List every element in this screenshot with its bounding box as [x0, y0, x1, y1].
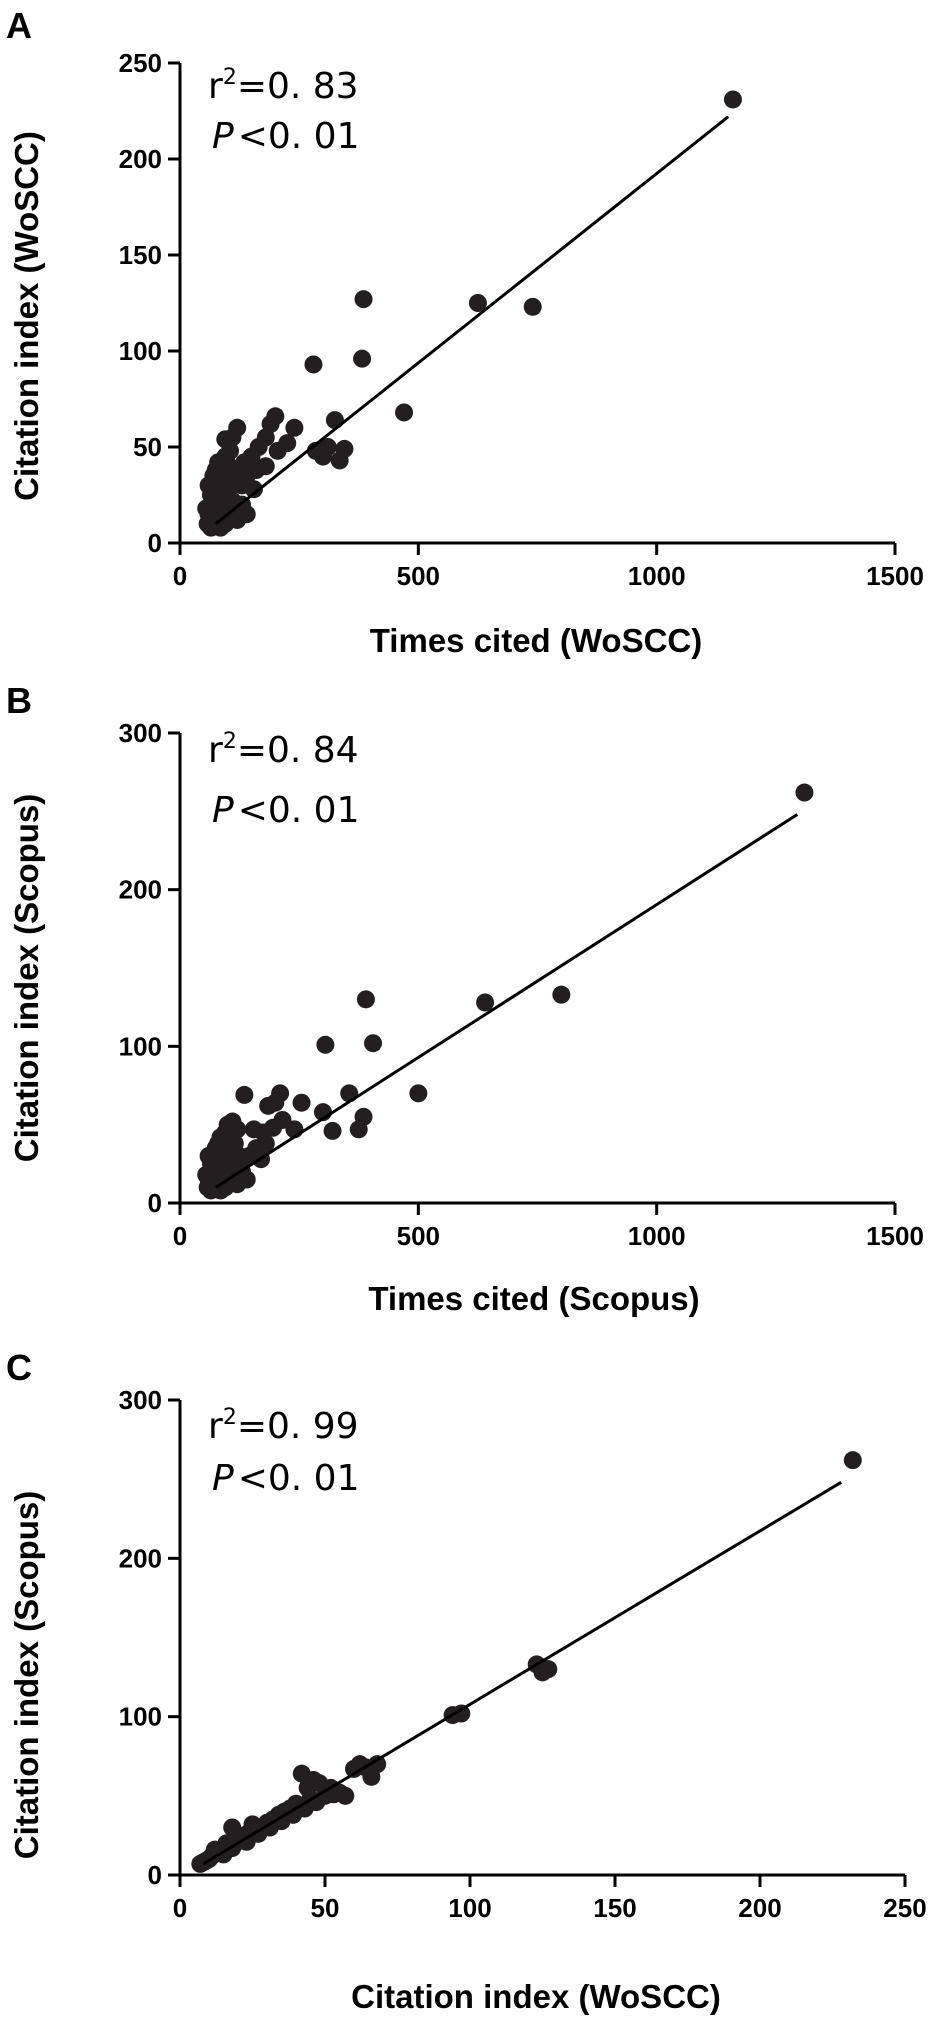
data-point-c [223, 1818, 242, 1837]
x-tick-label-a: 1000 [628, 561, 686, 591]
r2-annotation-a: r2=0. 83 [208, 65, 359, 107]
y-tick-label-a: 0 [148, 528, 162, 558]
data-point-b [476, 993, 495, 1012]
y-tick-label-c: 0 [148, 1860, 162, 1890]
data-point-a [325, 411, 344, 430]
regression-line-b [214, 813, 799, 1189]
data-point-a [304, 355, 323, 374]
y-tick-label-b: 300 [119, 718, 162, 748]
x-tick-label-a: 0 [173, 561, 187, 591]
x-tick-label-c: 50 [311, 1893, 340, 1923]
data-point-b [340, 1084, 359, 1103]
x-tick-label-c: 150 [593, 1893, 636, 1923]
data-point-a [523, 297, 542, 316]
panel-label-c: C [6, 1347, 32, 1388]
stats-a: r2=0. 83 P <0. 01 [208, 65, 359, 157]
axes-b: 0 100 200 300 0 500 1000 1500 [119, 718, 924, 1251]
data-point-b [235, 1085, 254, 1104]
x-tick-label-c: 0 [173, 1893, 187, 1923]
data-point-b [356, 990, 375, 1009]
data-point-b [316, 1035, 335, 1054]
data-point-b [552, 985, 571, 1004]
y-tick-label-a: 100 [119, 336, 162, 366]
y-tick-label-c: 200 [119, 1543, 162, 1573]
data-point-b [259, 1096, 278, 1115]
data-point-a [353, 349, 372, 368]
y-tick-label-b: 200 [119, 875, 162, 905]
data-point-b [349, 1120, 368, 1139]
y-tick-label-a: 50 [133, 432, 162, 462]
data-point-b [225, 1134, 244, 1153]
panel-label-a: A [6, 5, 32, 46]
x-tick-label-b: 0 [173, 1221, 187, 1251]
data-point-b [364, 1034, 383, 1053]
r2-annotation-b: r2=0. 84 [208, 729, 359, 771]
data-point-c [191, 1854, 210, 1873]
data-point-a [723, 90, 742, 109]
regression-line-c [202, 1481, 842, 1866]
stats-c: r2=0. 99 P <0. 01 [208, 1405, 359, 1499]
data-point-b [323, 1121, 342, 1140]
x-axis-title-a: Times cited (WoSCC) [370, 622, 703, 659]
panel-label-b: B [6, 680, 32, 721]
data-point-b [795, 783, 814, 802]
x-tick-label-c: 100 [448, 1893, 491, 1923]
p-annotation-a: P <0. 01 [212, 116, 359, 157]
p-annotation-c: P <0. 01 [212, 1458, 359, 1499]
y-tick-label-a: 250 [119, 48, 162, 78]
axes-c: 0 100 200 300 0 50 100 150 200 250 [119, 1385, 927, 1923]
data-point-b [237, 1170, 256, 1189]
data-point-a [354, 290, 373, 309]
x-tick-label-b: 500 [397, 1221, 440, 1251]
panel-a: A 0 50 100 150 200 250 0 500 1000 1500 r2=0. 83 P… [6, 5, 924, 659]
panel-c: C 0 100 200 300 0 50 100 150 200 250 r2=0. 99 P <0… [6, 1347, 927, 2015]
x-tick-label-b: 1500 [866, 1221, 924, 1251]
x-tick-label-c: 200 [738, 1893, 781, 1923]
y-tick-label-b: 100 [119, 1031, 162, 1061]
data-point-b [409, 1084, 428, 1103]
regression-line-a [214, 115, 730, 525]
data-point-a [225, 461, 244, 480]
data-point-c [292, 1764, 311, 1783]
data-point-c [843, 1451, 862, 1470]
axes-a: 0 50 100 150 200 250 0 500 1000 1500 [119, 48, 924, 591]
y-tick-label-a: 150 [119, 240, 162, 270]
x-tick-label-a: 1500 [866, 561, 924, 591]
x-axis-title-b: Times cited (Scopus) [368, 1280, 699, 1317]
panel-b: B 0 100 200 300 0 500 1000 1500 r2=0. 84 P <0. 0… [6, 680, 924, 1317]
r2-annotation-c: r2=0. 99 [208, 1405, 359, 1447]
p-annotation-b: P <0. 01 [212, 790, 359, 831]
data-point-a [335, 439, 354, 458]
x-tick-label-b: 1000 [628, 1221, 686, 1251]
y-axis-title-a: Citation index (WoSCC) [8, 131, 45, 501]
y-axis-title-b: Citation index (Scopus) [8, 794, 45, 1163]
data-point-a [244, 480, 263, 499]
data-point-a [256, 457, 275, 476]
x-tick-label-c: 250 [883, 1893, 926, 1923]
data-point-a [468, 294, 487, 312]
data-point-b [292, 1093, 311, 1112]
y-tick-label-b: 0 [148, 1188, 162, 1218]
data-point-b [244, 1120, 263, 1139]
data-point-a [395, 403, 414, 422]
y-axis-title-c: Citation index (Scopus) [8, 1491, 45, 1860]
stats-b: r2=0. 84 P <0. 01 [208, 729, 359, 831]
data-point-a [268, 441, 287, 460]
data-point-a [203, 491, 222, 510]
data-point-c [345, 1759, 363, 1778]
data-point-a [237, 505, 256, 524]
data-point-a [208, 476, 227, 495]
data-point-b [256, 1134, 275, 1153]
y-tick-label-c: 100 [119, 1702, 162, 1732]
data-point-c [336, 1786, 355, 1805]
x-tick-label-a: 500 [397, 561, 440, 591]
data-point-a [285, 418, 304, 437]
y-tick-label-a: 200 [119, 144, 162, 174]
y-tick-label-c: 300 [119, 1385, 162, 1415]
x-axis-title-c: Citation index (WoSCC) [351, 1978, 721, 2015]
